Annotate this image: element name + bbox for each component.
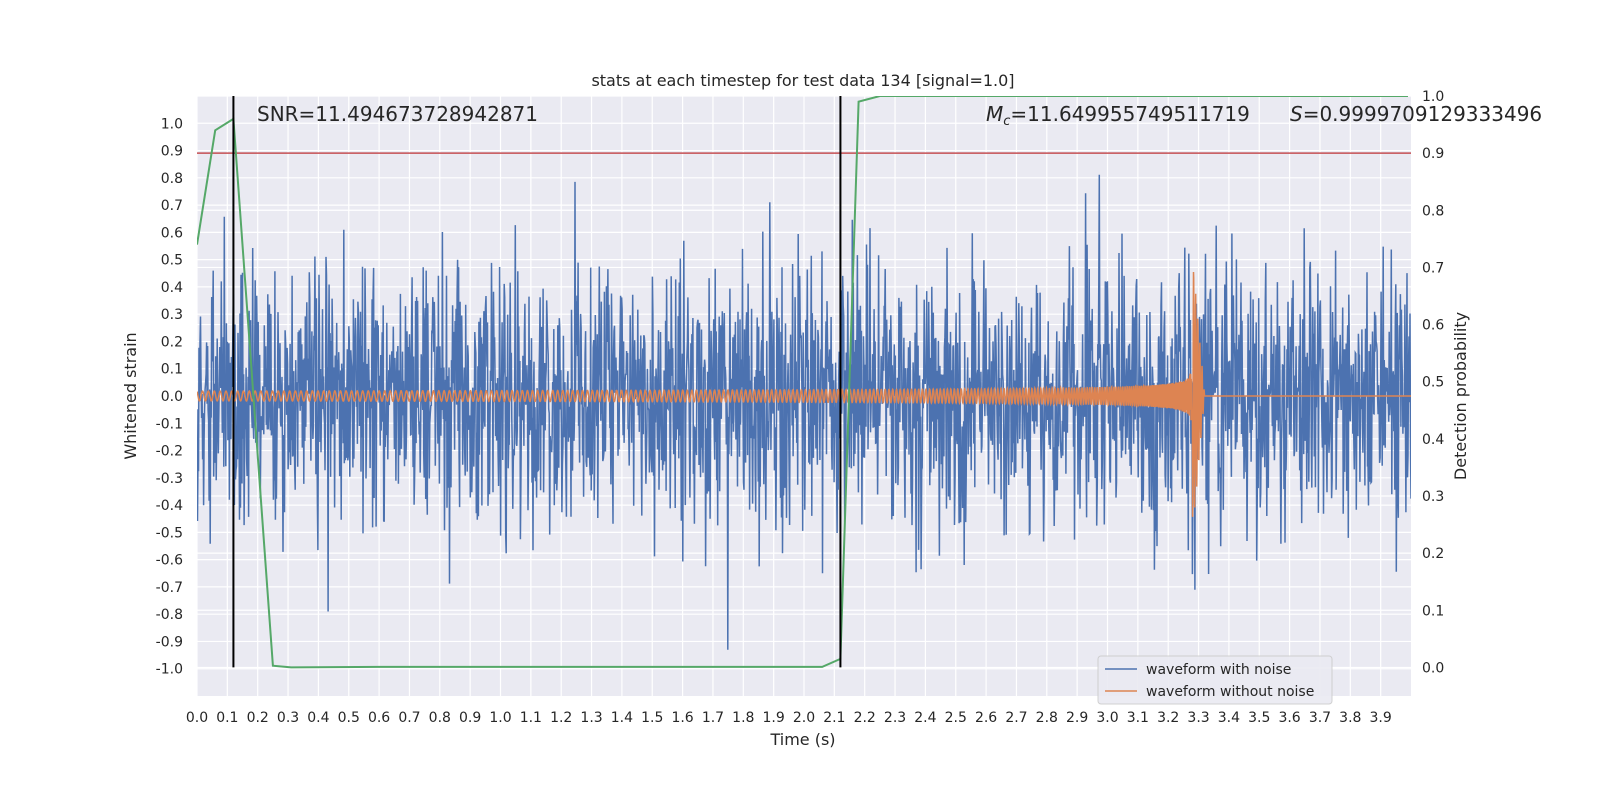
y-left-tick-11: -0.1 <box>156 416 183 432</box>
x-tick-5: 0.5 <box>338 710 360 726</box>
plot-series <box>197 96 1411 669</box>
mc-value: =11.649955749511719 <box>1010 102 1249 126</box>
y-left-tick-16: -0.6 <box>156 553 183 569</box>
x-tick-23: 2.3 <box>884 710 906 726</box>
y-left-tick-labels: 1.0 0.9 0.8 0.7 0.6 0.5 0.4 0.3 0.2 0.1 0.0 -0.1 -0.… <box>156 116 183 677</box>
s-annotation: S=0.9999709129333496 <box>1290 102 1542 126</box>
y-left-tick-3: 0.7 <box>161 198 183 214</box>
legend-label-without-noise: waveform without noise <box>1146 684 1314 700</box>
x-tick-30: 3.0 <box>1096 710 1118 726</box>
y-right-tick-labels: 1.0 0.9 0.8 0.7 0.6 0.5 0.4 0.3 0.2 0.1 0.0 <box>1422 89 1444 676</box>
x-tick-13: 1.3 <box>580 710 602 726</box>
x-tick-10: 1.0 <box>489 710 511 726</box>
y-right-tick-4: 0.6 <box>1422 318 1444 334</box>
s-value: =0.9999709129333496 <box>1303 102 1542 126</box>
x-tick-25: 2.5 <box>945 710 967 726</box>
y-right-axis-label: Detection probability <box>1451 312 1470 480</box>
series-detection-probability <box>197 96 1408 669</box>
x-tick-1: 0.1 <box>216 710 238 726</box>
x-tick-labels: 0.0 0.1 0.2 0.3 0.4 0.5 0.6 0.7 0.8 0.9 1.0 1.1 1.2 1… <box>186 710 1392 726</box>
x-tick-0: 0.0 <box>186 710 208 726</box>
y-left-tick-12: -0.2 <box>156 444 183 460</box>
y-left-tick-13: -0.3 <box>156 471 183 487</box>
mc-subscript: c <box>1003 114 1010 129</box>
y-right-tick-2: 0.8 <box>1422 203 1444 219</box>
y-left-tick-5: 0.5 <box>161 253 183 269</box>
y-right-tick-1: 0.9 <box>1422 146 1444 162</box>
mc-annotation: Mc=11.649955749511719 <box>986 102 1250 129</box>
x-tick-35: 3.5 <box>1248 710 1270 726</box>
y-right-tick-6: 0.4 <box>1422 432 1444 448</box>
y-left-tick-2: 0.8 <box>161 171 183 187</box>
x-tick-37: 3.7 <box>1309 710 1331 726</box>
y-left-tick-14: -0.4 <box>156 498 183 514</box>
x-tick-2: 0.2 <box>247 710 269 726</box>
y-left-tick-17: -0.7 <box>156 580 183 596</box>
vertical-markers <box>232 96 842 668</box>
series-waveform-with-noise <box>197 174 1411 650</box>
x-tick-34: 3.4 <box>1218 710 1240 726</box>
x-tick-28: 2.8 <box>1036 710 1058 726</box>
y-left-tick-4: 0.6 <box>161 225 183 241</box>
x-tick-32: 3.2 <box>1157 710 1179 726</box>
y-right-tick-8: 0.2 <box>1422 546 1444 562</box>
y-left-tick-0: 1.0 <box>161 116 183 132</box>
x-tick-6: 0.6 <box>368 710 390 726</box>
x-tick-22: 2.2 <box>854 710 876 726</box>
x-tick-14: 1.4 <box>611 710 633 726</box>
x-tick-17: 1.7 <box>702 710 724 726</box>
y-left-axis-label: Whitened strain <box>121 332 140 459</box>
x-tick-33: 3.3 <box>1187 710 1209 726</box>
x-tick-9: 0.9 <box>459 710 481 726</box>
x-tick-36: 3.6 <box>1278 710 1300 726</box>
y-right-tick-10: 0.0 <box>1422 660 1444 676</box>
x-tick-21: 2.1 <box>823 710 845 726</box>
legend: waveform with noise waveform without noi… <box>1097 655 1333 705</box>
y-right-tick-3: 0.7 <box>1422 260 1444 276</box>
y-left-tick-19: -0.9 <box>156 634 183 650</box>
y-left-tick-9: 0.1 <box>161 362 183 378</box>
x-tick-29: 2.9 <box>1066 710 1088 726</box>
x-tick-3: 0.3 <box>277 710 299 726</box>
s-symbol: S <box>1290 102 1303 126</box>
y-left-tick-1: 0.9 <box>161 144 183 160</box>
x-tick-18: 1.8 <box>732 710 754 726</box>
legend-box <box>1097 655 1333 705</box>
x-tick-15: 1.5 <box>641 710 663 726</box>
chart-title: stats at each timestep for test data 134… <box>591 71 1014 90</box>
x-tick-39: 3.9 <box>1370 710 1392 726</box>
legend-label-with-noise: waveform with noise <box>1146 662 1291 678</box>
y-left-tick-7: 0.3 <box>161 307 183 323</box>
mc-symbol: M <box>986 102 1003 126</box>
x-tick-4: 0.4 <box>307 710 329 726</box>
snr-annotation: SNR=11.494673728942871 <box>257 102 538 126</box>
x-tick-27: 2.7 <box>1005 710 1027 726</box>
y-left-tick-15: -0.5 <box>156 525 183 541</box>
x-axis-label: Time (s) <box>769 730 835 749</box>
x-tick-31: 3.1 <box>1127 710 1149 726</box>
x-tick-16: 1.6 <box>671 710 693 726</box>
x-tick-26: 2.6 <box>975 710 997 726</box>
y-left-tick-10: 0.0 <box>161 389 183 405</box>
y-left-tick-8: 0.2 <box>161 334 183 350</box>
x-tick-8: 0.8 <box>429 710 451 726</box>
y-right-tick-5: 0.5 <box>1422 375 1444 391</box>
y-right-tick-7: 0.3 <box>1422 489 1444 505</box>
x-tick-38: 3.8 <box>1339 710 1361 726</box>
x-tick-12: 1.2 <box>550 710 572 726</box>
y-left-tick-6: 0.4 <box>161 280 183 296</box>
series-waveform-without-noise <box>197 271 1411 517</box>
y-right-tick-0: 1.0 <box>1422 89 1444 105</box>
x-tick-7: 0.7 <box>398 710 420 726</box>
x-tick-19: 1.9 <box>763 710 785 726</box>
x-tick-11: 1.1 <box>520 710 542 726</box>
x-tick-20: 2.0 <box>793 710 815 726</box>
y-left-tick-20: -1.0 <box>156 662 183 678</box>
y-left-tick-18: -0.8 <box>156 607 183 623</box>
x-tick-24: 2.4 <box>914 710 936 726</box>
y-right-tick-9: 0.1 <box>1422 603 1444 619</box>
